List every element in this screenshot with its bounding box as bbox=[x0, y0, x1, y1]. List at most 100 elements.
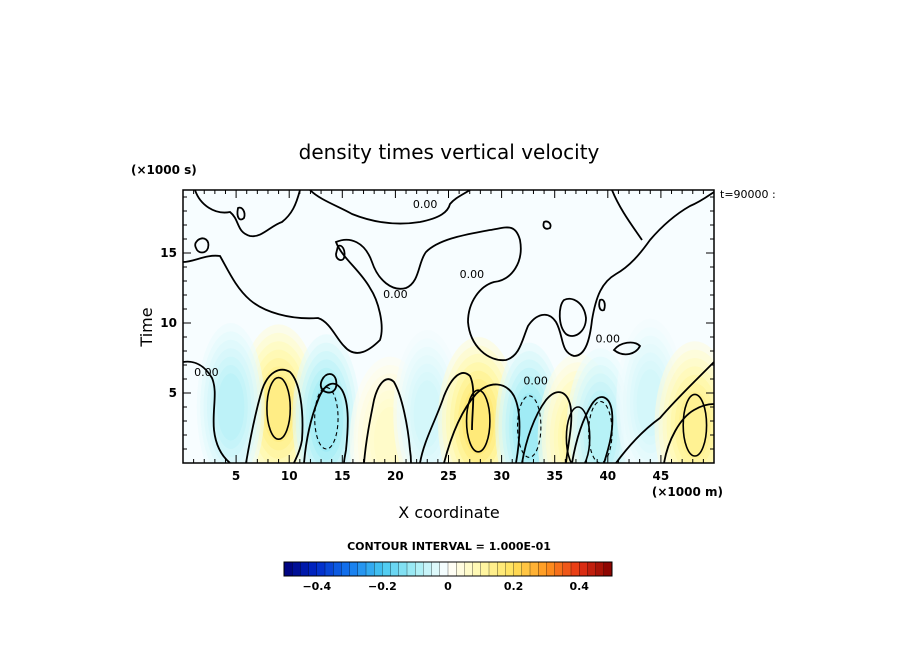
zero-contour bbox=[558, 297, 587, 337]
colorbar-segment-16 bbox=[415, 561, 424, 577]
colorbar-segment-34 bbox=[562, 561, 572, 577]
colorbar-segment-39 bbox=[603, 561, 613, 577]
zero-contour bbox=[335, 244, 346, 261]
y-tick-label-2: 15 bbox=[160, 246, 177, 260]
colorbar-segment-0 bbox=[283, 561, 293, 577]
contour-labels: 0.00 0.00 0.00 0.00 0.00 0.00 bbox=[194, 198, 620, 387]
colorbar-segment-26 bbox=[497, 561, 506, 577]
zero-contour bbox=[319, 373, 338, 394]
colorbar-segment-10 bbox=[365, 561, 375, 577]
colorbar-tick-label-0: −0.4 bbox=[302, 580, 331, 593]
colorbar-tick-label-3: 0.2 bbox=[504, 580, 524, 593]
colorbar-segment-21 bbox=[456, 561, 465, 577]
zero-contour bbox=[542, 220, 552, 230]
contour-label-2: 0.00 bbox=[460, 268, 485, 281]
x-tick-label-7: 40 bbox=[599, 469, 616, 483]
zero-contour bbox=[521, 391, 573, 463]
colorbar-tick-label-2: 0 bbox=[444, 580, 452, 593]
contour-line-7 bbox=[565, 406, 591, 463]
contour-line-6 bbox=[516, 395, 542, 458]
x-tick-label-1: 10 bbox=[281, 469, 298, 483]
contour-label-5: 0.00 bbox=[194, 366, 219, 379]
colorbar-segment-20 bbox=[447, 561, 457, 577]
heat-blob-1 bbox=[196, 323, 265, 463]
zero-contour bbox=[245, 368, 304, 463]
x-axis-units: (×1000 m) bbox=[652, 485, 723, 499]
colorbar-segment-37 bbox=[587, 561, 597, 577]
colorbar-segment-3 bbox=[308, 561, 318, 577]
x-tick-label-6: 35 bbox=[546, 469, 563, 483]
zero-contour bbox=[663, 403, 714, 463]
x-axis: 5 10 15 20 25 30 35 40 45 bbox=[193, 190, 704, 483]
contour-label-4: 0.00 bbox=[596, 333, 621, 346]
x-tick-label-4: 25 bbox=[440, 469, 457, 483]
zero-contour bbox=[183, 360, 231, 463]
x-tick-label-8: 45 bbox=[653, 469, 670, 483]
contour-line-10 bbox=[682, 393, 708, 457]
colorbar-segment-31 bbox=[538, 561, 547, 577]
y-tick-label-1: 10 bbox=[160, 316, 177, 330]
zero-contour bbox=[183, 191, 714, 361]
zero-contour bbox=[571, 396, 614, 463]
colorbar-segment-8 bbox=[349, 561, 359, 577]
colorbar-segment-17 bbox=[423, 561, 433, 577]
zero-contour bbox=[309, 190, 471, 225]
colorbar-segment-2 bbox=[300, 561, 310, 577]
x-tick-label-5: 30 bbox=[493, 469, 510, 483]
colorbar-segment-11 bbox=[374, 561, 383, 577]
colorbar-segment-4 bbox=[316, 561, 326, 577]
colorbar-tick-label-1: −0.2 bbox=[368, 580, 397, 593]
colorbar-segment-7 bbox=[341, 561, 351, 577]
colorbar-segment-28 bbox=[513, 561, 523, 577]
zero-contour bbox=[236, 206, 246, 221]
colorbar-segment-38 bbox=[595, 561, 605, 577]
contour-line-0 bbox=[266, 376, 292, 441]
colorbar-segment-29 bbox=[521, 561, 531, 577]
y-axis-units: (×1000 s) bbox=[131, 163, 197, 177]
colorbar-segment-15 bbox=[406, 561, 416, 577]
x-tick-label-3: 20 bbox=[387, 469, 404, 483]
zero-contour bbox=[443, 383, 521, 463]
colorbar-segment-22 bbox=[464, 561, 474, 577]
contour-line-8 bbox=[588, 400, 613, 463]
x-tick-label-2: 15 bbox=[334, 469, 351, 483]
colorbar-segment-12 bbox=[382, 561, 392, 577]
colorbar bbox=[283, 561, 613, 577]
zero-contour bbox=[419, 372, 475, 463]
colorbar-segment-32 bbox=[546, 561, 556, 577]
x-axis-label: X coordinate bbox=[398, 503, 499, 522]
colorbar-ticks: −0.4 −0.2 0 0.2 0.4 bbox=[302, 580, 589, 593]
colorbar-segment-13 bbox=[390, 561, 400, 577]
colorbar-tick-label-4: 0.4 bbox=[569, 580, 589, 593]
colorbar-segment-23 bbox=[472, 561, 482, 577]
colorbar-segment-24 bbox=[480, 561, 490, 577]
colorbar-segment-18 bbox=[431, 561, 441, 577]
colorbar-segment-33 bbox=[554, 561, 564, 577]
zero-contour bbox=[194, 237, 210, 254]
zero-contour bbox=[611, 190, 643, 241]
heat-blob-5 bbox=[437, 337, 519, 463]
x-tick-label-0: 5 bbox=[232, 469, 240, 483]
colorbar-segment-9 bbox=[357, 561, 367, 577]
y-tick-label-0: 5 bbox=[169, 386, 177, 400]
contour-line-5 bbox=[465, 389, 491, 453]
y-axis: 5 10 15 bbox=[160, 196, 714, 450]
colorbar-segment-5 bbox=[324, 561, 334, 577]
contour-label-3: 0.00 bbox=[523, 375, 548, 388]
colorbar-segment-6 bbox=[333, 561, 342, 577]
zero-contours bbox=[183, 190, 714, 463]
colorbar-segment-1 bbox=[292, 561, 301, 577]
colorbar-segment-35 bbox=[570, 561, 580, 577]
zero-contour bbox=[615, 361, 714, 463]
feature-contours bbox=[266, 376, 708, 463]
plot-area: 0.00 0.00 0.00 0.00 0.00 0.00 bbox=[182, 189, 715, 464]
zero-contour bbox=[598, 298, 606, 312]
contour-label-1: 0.00 bbox=[383, 288, 408, 301]
heat-blob-10 bbox=[654, 341, 714, 463]
zero-contour bbox=[363, 378, 412, 463]
colorbar-segment-14 bbox=[398, 561, 408, 577]
heat-blob-2 bbox=[292, 334, 361, 463]
contour-interval-label: CONTOUR INTERVAL = 1.000E-01 bbox=[347, 540, 551, 553]
colorbar-segment-36 bbox=[579, 561, 588, 577]
colorbar-segment-30 bbox=[529, 561, 539, 577]
